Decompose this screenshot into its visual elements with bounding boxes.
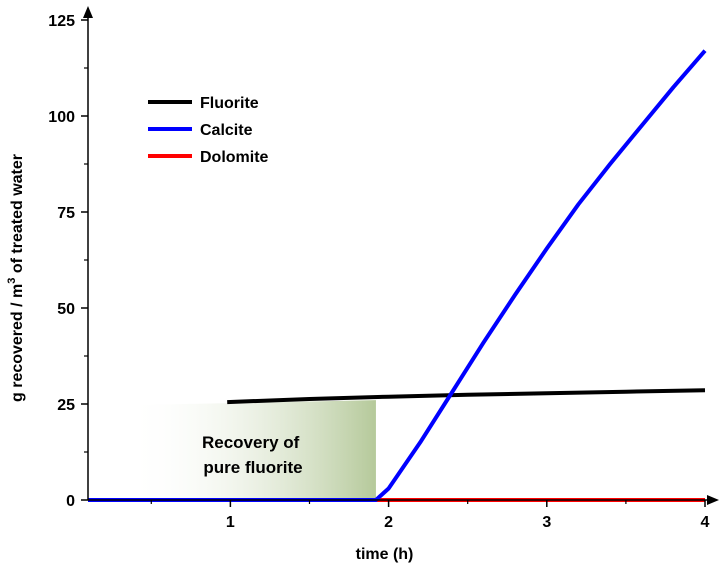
y-axis-arrow — [83, 6, 93, 18]
y-axis-title: g recovered / m3 of treated water — [6, 154, 26, 402]
y-tick-label: 50 — [57, 301, 75, 318]
x-tick-label: 4 — [701, 514, 710, 531]
legend-label-calcite: Calcite — [200, 122, 253, 139]
annotation-line-2: pure fluorite — [203, 458, 302, 477]
recovery-shaded-region — [127, 400, 376, 500]
y-axis-title-superscript: 3 — [6, 278, 18, 284]
x-axis-arrow — [707, 495, 719, 505]
series-line-calcite — [88, 49, 707, 502]
y-tick-label: 125 — [48, 13, 75, 30]
y-axis-title-rest: of treated water — [9, 154, 26, 278]
x-tick-label: 2 — [384, 514, 393, 531]
y-tick-label: 75 — [57, 205, 75, 222]
y-tick-label: 100 — [48, 109, 75, 126]
y-tick-label: 25 — [57, 397, 75, 414]
x-tick-label: 1 — [226, 514, 235, 531]
series-line-fluorite — [227, 388, 706, 405]
y-tick-label: 0 — [66, 493, 75, 510]
recovery-annotation: Recovery of pure fluorite — [202, 433, 304, 477]
legend-label-fluorite: Fluorite — [200, 95, 259, 112]
x-axis-title: time (h) — [356, 546, 414, 563]
legend: Fluorite Calcite Dolomite — [148, 95, 269, 166]
legend-label-dolomite: Dolomite — [200, 149, 269, 166]
x-tick-label: 3 — [542, 514, 551, 531]
y-axis-title-main: g recovered / m — [9, 284, 26, 402]
annotation-line-1: Recovery of — [202, 433, 300, 452]
